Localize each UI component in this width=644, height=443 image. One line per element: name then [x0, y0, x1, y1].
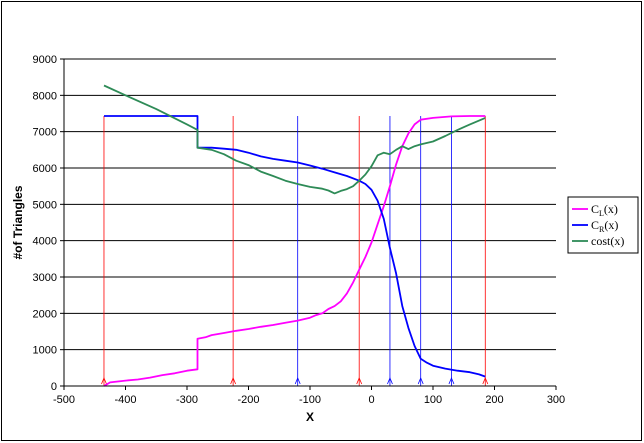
y-tick-label: 4000 — [33, 236, 57, 248]
x-tick-label: -500 — [53, 394, 75, 406]
legend-label: cost(x) — [591, 234, 624, 248]
y-tick-label: 3000 — [33, 272, 57, 284]
x-tick-label: -200 — [237, 394, 259, 406]
reference-marker — [482, 376, 489, 385]
reference-marker — [230, 376, 236, 385]
reference-marker — [417, 376, 424, 385]
series-line — [103, 115, 486, 387]
y-tick-label: 7000 — [33, 127, 57, 139]
series-line — [104, 115, 486, 378]
series-group — [103, 84, 486, 387]
y-tick-label: 5000 — [33, 199, 57, 211]
x-tick-label: -100 — [299, 394, 321, 406]
y-tick-label: 2000 — [33, 308, 57, 320]
y-tick-label: 0 — [51, 381, 57, 393]
legend: CL(x)CR(x)cost(x) — [567, 196, 639, 254]
legend-label: CL(x) — [591, 202, 618, 218]
x-tick-label: 100 — [424, 394, 442, 406]
axes — [60, 58, 557, 390]
reference-marker — [294, 376, 301, 385]
x-tick-label: -400 — [114, 394, 136, 406]
series-line — [103, 84, 486, 195]
x-tick-label: 300 — [547, 394, 565, 406]
y-tick-label: 9000 — [33, 54, 57, 66]
reference-marker — [387, 376, 393, 385]
y-axis-title: #of Triangles — [11, 185, 25, 259]
y-tick-label: 1000 — [33, 345, 57, 357]
y-tick-label: 6000 — [33, 163, 57, 175]
x-tick-label: 200 — [485, 394, 503, 406]
plot-area — [64, 59, 556, 386]
x-tick-label: 0 — [368, 394, 374, 406]
legend-label: CR(x) — [591, 218, 618, 234]
x-axis-title: X — [306, 410, 314, 424]
reference-marker — [101, 376, 107, 385]
reference-marker — [356, 376, 363, 385]
y-tick-label: 8000 — [33, 90, 57, 102]
reference-marker — [448, 376, 455, 385]
x-tick-label: -300 — [176, 394, 198, 406]
tick-labels: 0100020003000400050006000700080009000-50… — [33, 54, 566, 406]
gridlines — [64, 58, 556, 351]
